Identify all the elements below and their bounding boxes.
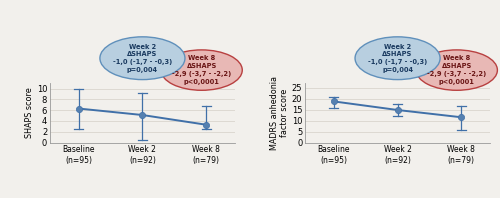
Y-axis label: MADRS anhedonia
factor score: MADRS anhedonia factor score [270, 76, 289, 150]
Ellipse shape [100, 37, 185, 80]
Text: Week 2
ΔSHAPS
-1,0 (-1,7 - -0,3)
p=0,004: Week 2 ΔSHAPS -1,0 (-1,7 - -0,3) p=0,004 [113, 44, 172, 73]
Ellipse shape [416, 50, 498, 90]
Ellipse shape [355, 37, 440, 80]
Text: Week 8
ΔSHAPS
-2,9 (-3,7 - -2,2)
p<0,0001: Week 8 ΔSHAPS -2,9 (-3,7 - -2,2) p<0,000… [172, 55, 231, 85]
Text: Week 8
ΔSHAPS
-2,9 (-3,7 - -2,2)
p<0,0001: Week 8 ΔSHAPS -2,9 (-3,7 - -2,2) p<0,000… [427, 55, 486, 85]
Text: Week 2
ΔSHAPS
-1,0 (-1,7 - -0,3)
p=0,004: Week 2 ΔSHAPS -1,0 (-1,7 - -0,3) p=0,004 [368, 44, 427, 73]
Ellipse shape [161, 50, 242, 90]
Y-axis label: SHAPS score: SHAPS score [25, 88, 34, 138]
